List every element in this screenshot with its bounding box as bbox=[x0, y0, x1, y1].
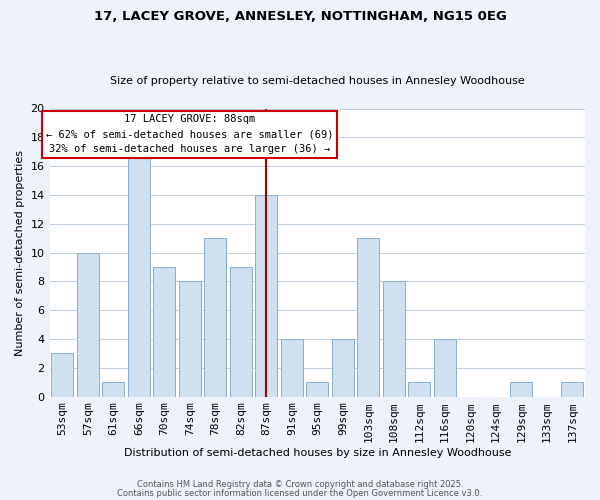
Bar bbox=[281, 339, 302, 396]
Bar bbox=[332, 339, 353, 396]
Bar bbox=[230, 267, 251, 396]
Bar bbox=[409, 382, 430, 396]
Bar bbox=[128, 152, 149, 396]
Title: Size of property relative to semi-detached houses in Annesley Woodhouse: Size of property relative to semi-detach… bbox=[110, 76, 524, 86]
Text: Contains HM Land Registry data © Crown copyright and database right 2025.: Contains HM Land Registry data © Crown c… bbox=[137, 480, 463, 489]
Bar bbox=[383, 282, 404, 397]
Bar bbox=[358, 238, 379, 396]
Y-axis label: Number of semi-detached properties: Number of semi-detached properties bbox=[15, 150, 25, 356]
Bar bbox=[77, 252, 98, 396]
X-axis label: Distribution of semi-detached houses by size in Annesley Woodhouse: Distribution of semi-detached houses by … bbox=[124, 448, 511, 458]
Text: 17 LACEY GROVE: 88sqm
← 62% of semi-detached houses are smaller (69)
32% of semi: 17 LACEY GROVE: 88sqm ← 62% of semi-deta… bbox=[46, 114, 334, 154]
Text: 17, LACEY GROVE, ANNESLEY, NOTTINGHAM, NG15 0EG: 17, LACEY GROVE, ANNESLEY, NOTTINGHAM, N… bbox=[94, 10, 506, 23]
Bar bbox=[103, 382, 124, 396]
Bar bbox=[434, 339, 455, 396]
Bar bbox=[307, 382, 328, 396]
Bar bbox=[205, 238, 226, 396]
Bar bbox=[179, 282, 200, 397]
Bar bbox=[154, 267, 175, 396]
Bar bbox=[511, 382, 532, 396]
Bar bbox=[52, 354, 73, 397]
Text: Contains public sector information licensed under the Open Government Licence v3: Contains public sector information licen… bbox=[118, 488, 482, 498]
Bar bbox=[256, 195, 277, 396]
Bar bbox=[562, 382, 583, 396]
